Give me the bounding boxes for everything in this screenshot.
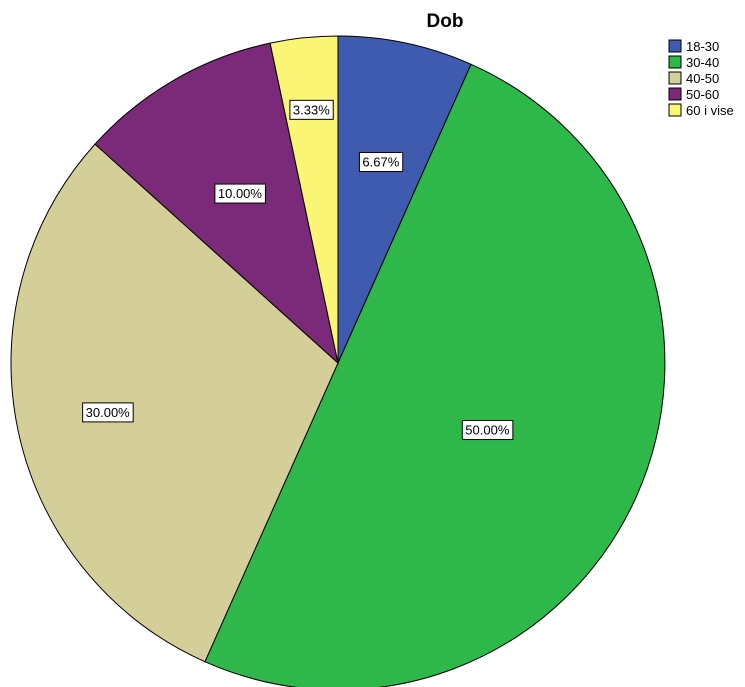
- legend-swatch: [669, 40, 681, 52]
- pie-slices: [11, 36, 665, 687]
- data-label: 10.00%: [215, 184, 266, 203]
- legend-label: 60 i vise: [686, 103, 734, 118]
- legend-label: 18-30: [686, 39, 719, 54]
- chart-title: Dob: [427, 11, 464, 32]
- legend-swatch: [669, 72, 681, 84]
- legend-swatch: [669, 88, 681, 100]
- data-label-text: 10.00%: [218, 186, 263, 201]
- data-label-text: 6.67%: [362, 154, 399, 169]
- legend-label: 30-40: [686, 55, 719, 70]
- data-label: 6.67%: [359, 152, 402, 171]
- legend-swatch: [669, 56, 681, 68]
- data-label: 50.00%: [462, 421, 513, 440]
- data-label: 30.00%: [83, 403, 134, 422]
- data-label-text: 30.00%: [86, 405, 131, 420]
- data-label-text: 3.33%: [293, 102, 330, 117]
- legend-label: 50-60: [686, 87, 719, 102]
- legend-swatch: [669, 104, 681, 116]
- data-label-text: 50.00%: [465, 423, 510, 438]
- data-label: 3.33%: [290, 100, 333, 119]
- legend-label: 40-50: [686, 71, 719, 86]
